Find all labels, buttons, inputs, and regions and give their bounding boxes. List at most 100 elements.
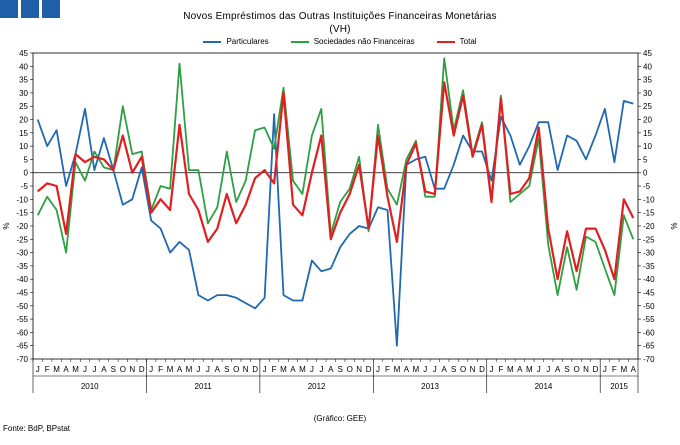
month-label: J <box>92 365 96 374</box>
y-tick-label-left: 15 <box>19 129 28 138</box>
y-tick-label-right: -30 <box>643 249 655 258</box>
y-tick-label-left: 10 <box>19 142 28 151</box>
y-tick-label-left: -40 <box>16 275 28 284</box>
y-tick-label-right: -20 <box>643 222 655 231</box>
y-tick-label-right: 5 <box>643 155 648 164</box>
month-label: N <box>243 365 249 374</box>
y-tick-label-left: -65 <box>16 342 28 351</box>
y-tick-label-right: -10 <box>643 195 655 204</box>
y-tick-label-right: 30 <box>643 89 652 98</box>
month-label: N <box>129 365 135 374</box>
y-tick-label-left: 25 <box>19 102 28 111</box>
month-label: J <box>206 365 210 374</box>
y-tick-label-left: 5 <box>24 155 29 164</box>
year-label: 2011 <box>195 382 213 391</box>
month-label: J <box>433 365 437 374</box>
y-tick-label-right: 0 <box>643 169 648 178</box>
month-label: S <box>564 365 569 374</box>
y-tick-label-right: -60 <box>643 328 655 337</box>
month-label: A <box>555 365 561 374</box>
y-tick-label-right: -5 <box>643 182 651 191</box>
legend-swatch <box>203 40 222 43</box>
month-label: M <box>280 365 287 374</box>
chart-credit: (Gráfico: GEE) <box>313 414 367 423</box>
y-axis-label-left: % <box>2 222 11 229</box>
chart-legend: Particulares Sociedades não Financeiras … <box>0 37 680 46</box>
month-label: M <box>53 365 60 374</box>
month-label: M <box>526 365 533 374</box>
month-label: M <box>186 365 193 374</box>
month-label: F <box>158 365 163 374</box>
month-label: O <box>120 365 126 374</box>
chart-title-block: Novos Empréstimos das Outras Instituiçõe… <box>0 10 680 36</box>
y-tick-label-left: 20 <box>19 116 28 125</box>
y-tick-label-left: 35 <box>19 76 28 85</box>
year-label: 2010 <box>81 382 99 391</box>
month-label: D <box>252 365 258 374</box>
y-tick-label-left: -55 <box>16 315 28 324</box>
y-tick-label-left: -15 <box>16 209 28 218</box>
y-tick-label-right: 35 <box>643 76 652 85</box>
month-label: N <box>583 365 589 374</box>
y-tick-label-right: -45 <box>643 288 655 297</box>
legend-swatch <box>290 40 309 43</box>
legend-item-particulares: Particulares <box>203 37 269 46</box>
month-label: J <box>319 365 323 374</box>
month-label: S <box>451 365 456 374</box>
month-label: J <box>310 365 314 374</box>
legend-item-total: Total <box>436 37 477 46</box>
month-label: M <box>413 365 420 374</box>
y-tick-label-right: -15 <box>643 209 655 218</box>
month-label: J <box>603 365 607 374</box>
month-label: A <box>215 365 221 374</box>
month-label: N <box>470 365 476 374</box>
month-label: A <box>631 365 637 374</box>
y-tick-label-left: -20 <box>16 222 28 231</box>
month-label: O <box>573 365 579 374</box>
y-tick-label-left: -25 <box>16 235 28 244</box>
logo-square <box>42 0 60 18</box>
month-label: A <box>290 365 296 374</box>
month-label: A <box>517 365 523 374</box>
month-label: M <box>507 365 514 374</box>
year-label: 2012 <box>308 382 326 391</box>
y-tick-label-right: -25 <box>643 235 655 244</box>
y-tick-label-left: -5 <box>21 182 29 191</box>
month-label: M <box>72 365 79 374</box>
month-label: J <box>376 365 380 374</box>
y-tick-label-left: -10 <box>16 195 28 204</box>
month-label: J <box>537 365 541 374</box>
y-axis-label-right: % <box>669 222 678 229</box>
y-tick-label-right: 15 <box>643 129 652 138</box>
month-label: J <box>36 365 40 374</box>
legend-item-sociedades: Sociedades não Financeiras <box>290 37 415 46</box>
month-label: O <box>347 365 353 374</box>
chart-source: Fonte: BdP, BPstat <box>3 424 71 433</box>
month-label: F <box>498 365 503 374</box>
chart-subtitle: (VH) <box>329 24 351 35</box>
year-label: 2014 <box>535 382 553 391</box>
y-tick-label-left: -70 <box>16 355 28 364</box>
month-label: J <box>423 365 427 374</box>
y-tick-label-left: 40 <box>19 62 28 71</box>
legend-label: Total <box>459 37 477 46</box>
y-tick-label-right: -65 <box>643 342 655 351</box>
y-tick-label-left: 30 <box>19 89 28 98</box>
month-label: M <box>167 365 174 374</box>
y-tick-label-right: -70 <box>643 355 655 364</box>
y-tick-label-left: 45 <box>19 49 28 58</box>
institution-logo <box>0 0 60 18</box>
chart-title: Novos Empréstimos das Outras Instituiçõe… <box>183 11 497 22</box>
y-tick-label-right: 20 <box>643 116 652 125</box>
year-label: 2015 <box>610 382 628 391</box>
legend-swatch <box>436 40 455 43</box>
month-label: J <box>546 365 550 374</box>
y-tick-label-right: 25 <box>643 102 652 111</box>
series-line-2 <box>36 81 635 281</box>
month-label: D <box>139 365 145 374</box>
y-tick-label-right: -40 <box>643 275 655 284</box>
month-label: A <box>442 365 448 374</box>
month-label: J <box>196 365 200 374</box>
month-label: O <box>460 365 466 374</box>
